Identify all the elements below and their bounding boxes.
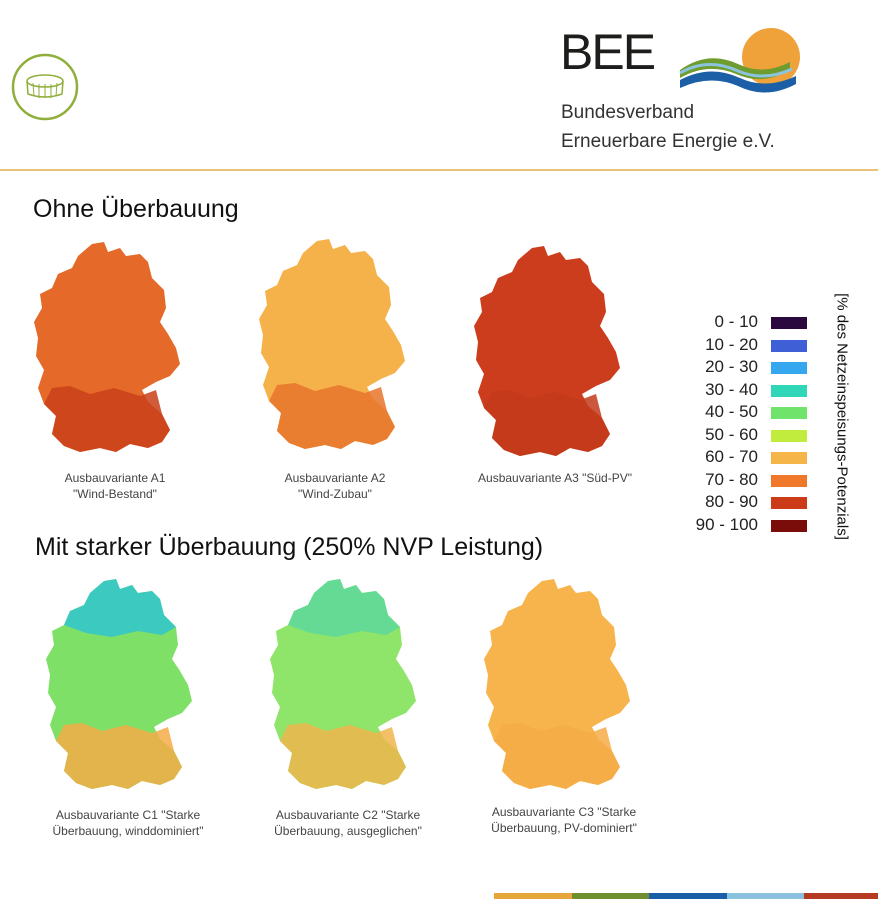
legend-axis-label: [% des Netzeinspeisungs-Potenzials] xyxy=(830,270,854,570)
legend-label: 80 - 90 xyxy=(705,492,758,511)
legend-label: 90 - 100 xyxy=(695,514,758,534)
header-divider xyxy=(0,169,878,171)
map-c1 xyxy=(46,579,192,789)
caption-c1: Ausbauvariante C1 "Starke Überbauung, wi… xyxy=(22,807,234,839)
legend-item: 30 - 40 xyxy=(686,380,816,402)
sun-wave-icon xyxy=(679,28,800,93)
legend-label: 30 - 40 xyxy=(705,379,758,399)
caption-c2-line2: Überbauung, ausgeglichen" xyxy=(274,824,422,838)
legend-swatch xyxy=(771,452,807,464)
brand-line-2: Erneuerbare Energie e.V. xyxy=(561,131,775,152)
caption-a3-line1: Ausbauvariante A3 "Süd-PV" xyxy=(478,471,632,485)
caption-c3: Ausbauvariante C3 "Starke Überbauung, PV… xyxy=(458,804,670,836)
legend-label: 60 - 70 xyxy=(705,447,758,466)
legend-item: 40 - 50 xyxy=(686,402,816,424)
caption-c2-line1: Ausbauvariante C2 "Starke xyxy=(275,808,421,822)
map-north-region xyxy=(64,579,176,637)
legend-swatch xyxy=(771,474,807,487)
map-north-region xyxy=(288,579,400,637)
map-c2 xyxy=(270,579,416,789)
caption-c3-line1: Ausbauvariante C3 "Starke xyxy=(491,805,637,819)
brand-name: BEE xyxy=(560,24,656,80)
map-c3 xyxy=(484,579,630,789)
legend-label: 20 - 30 xyxy=(705,357,758,376)
legend-axis-label-text: [% des Netzeinspeisungs-Potenzials] xyxy=(833,293,851,540)
legend-item: 60 - 70 xyxy=(686,447,816,469)
caption-c3-line2: Überbauung, PV-dominiert" xyxy=(491,821,637,835)
legend-item: 70 - 80 xyxy=(686,470,816,492)
legend-item: 0 - 10 xyxy=(686,312,816,334)
legend-swatch xyxy=(771,339,807,352)
legend-label: 10 - 20 xyxy=(705,334,758,354)
legend-swatch xyxy=(771,384,807,397)
footer-bar-segment xyxy=(494,893,572,899)
legend-item: 90 - 100 xyxy=(686,515,816,537)
caption-c1-line1: Ausbauvariante C1 "Starke xyxy=(55,808,201,822)
legend-swatch xyxy=(771,519,807,532)
legend-swatch xyxy=(771,362,807,374)
legend-swatch xyxy=(771,429,807,442)
caption-c2: Ausbauvariante C2 "Starke Überbauung, au… xyxy=(242,807,454,839)
footer-bar-segment xyxy=(649,893,727,899)
footer-bar-segment xyxy=(804,893,878,899)
caption-a2-line2: "Wind-Zubau" xyxy=(298,487,372,501)
caption-c1-line2: Überbauung, winddominiert" xyxy=(52,824,204,838)
section-title-without-overbuild: Ohne Überbauung xyxy=(33,195,239,223)
legend-label: 50 - 60 xyxy=(705,424,758,444)
legend-item: 10 - 20 xyxy=(686,335,816,357)
caption-a1: Ausbauvariante A1 "Wind-Bestand" xyxy=(40,470,190,502)
legend-swatch xyxy=(771,497,807,509)
legend-item: 80 - 90 xyxy=(686,492,816,514)
caption-a2: Ausbauvariante A2 "Wind-Zubau" xyxy=(260,470,410,502)
map-a1 xyxy=(34,242,180,452)
caption-a1-line2: "Wind-Bestand" xyxy=(73,487,157,501)
legend-item: 50 - 60 xyxy=(686,425,816,447)
caption-a3: Ausbauvariante A3 "Süd-PV" xyxy=(450,470,660,486)
logo-ring-icon xyxy=(11,53,79,121)
legend-swatch xyxy=(771,407,807,419)
legend-label: 0 - 10 xyxy=(714,312,758,331)
section-title-with-overbuild: Mit starker Überbauung (250% NVP Leistun… xyxy=(35,533,544,561)
footer-bar-segment xyxy=(727,893,804,899)
map-a3 xyxy=(474,246,620,456)
caption-a2-line1: Ausbauvariante A2 xyxy=(284,471,386,485)
footer-bar-segment xyxy=(572,893,649,899)
legend-swatch xyxy=(771,317,807,329)
caption-a1-line1: Ausbauvariante A1 xyxy=(64,471,166,485)
legend-label: 70 - 80 xyxy=(705,469,758,489)
legend-item: 20 - 30 xyxy=(686,357,816,379)
brand-line-1: Bundesverband xyxy=(561,102,695,123)
legend-label: 40 - 50 xyxy=(705,402,758,421)
map-a2 xyxy=(259,239,405,449)
